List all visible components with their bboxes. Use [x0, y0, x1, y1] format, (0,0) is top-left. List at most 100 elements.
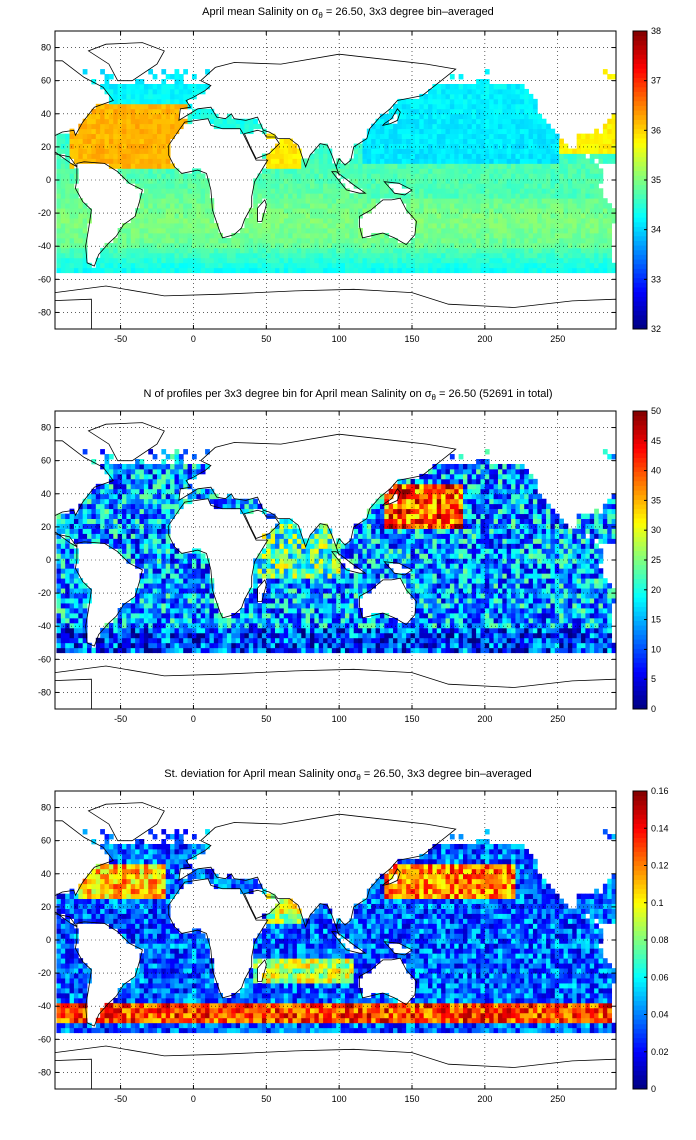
data-cell	[323, 247, 328, 254]
data-cell	[585, 143, 591, 149]
data-cell	[126, 498, 132, 505]
data-cell	[275, 528, 280, 534]
data-cell	[200, 568, 206, 574]
data-cell	[135, 558, 140, 564]
data-cell	[65, 188, 70, 194]
data-cell	[148, 598, 154, 604]
data-cell	[519, 153, 525, 159]
data-cell	[524, 262, 529, 269]
data-cell	[607, 143, 613, 149]
data-cell	[161, 593, 167, 599]
data-cell	[87, 262, 92, 269]
data-cell	[56, 237, 62, 244]
data-cell	[336, 208, 341, 214]
data-cell	[191, 573, 197, 579]
data-cell	[594, 188, 599, 194]
data-cell	[497, 193, 503, 199]
coastline	[87, 42, 165, 82]
data-cell	[318, 228, 324, 234]
data-cell	[218, 262, 223, 269]
data-cell	[449, 93, 455, 100]
data-cell	[454, 123, 460, 130]
data-cell	[471, 133, 477, 140]
data-cell	[458, 83, 464, 90]
data-cell	[314, 213, 320, 219]
data-cell	[375, 257, 381, 264]
data-cell	[143, 468, 149, 475]
data-cell	[270, 538, 276, 544]
data-cell	[358, 232, 363, 239]
data-cell	[60, 262, 66, 269]
data-cell	[528, 163, 534, 169]
data-cell	[235, 262, 241, 269]
data-cell	[126, 488, 132, 495]
data-cell	[436, 143, 442, 149]
data-cell	[414, 247, 420, 254]
data-cell	[117, 622, 123, 629]
data-cell	[550, 198, 556, 204]
data-cell	[445, 232, 451, 239]
data-cell	[454, 237, 460, 244]
data-cell	[73, 188, 79, 194]
data-cell	[187, 183, 193, 189]
data-cell	[253, 637, 258, 644]
data-cell	[209, 262, 215, 269]
data-cell	[266, 228, 272, 234]
data-cell	[419, 168, 425, 174]
data-cell	[611, 143, 617, 149]
data-cell	[130, 637, 136, 644]
data-cell	[366, 247, 372, 254]
data-cell	[454, 178, 460, 184]
data-cell	[266, 188, 272, 194]
data-cell	[441, 103, 446, 110]
data-cell	[318, 148, 324, 154]
data-cell	[554, 247, 560, 254]
data-cell	[130, 632, 136, 639]
data-cell	[196, 593, 202, 599]
data-cell	[257, 228, 263, 234]
data-cell	[157, 267, 162, 274]
data-cell	[205, 247, 210, 254]
data-cell	[458, 123, 464, 130]
data-cell	[161, 93, 167, 100]
data-cell	[108, 153, 114, 159]
data-cell	[607, 158, 613, 164]
data-cell	[148, 143, 154, 149]
data-cell	[423, 223, 429, 229]
data-cell	[65, 193, 70, 199]
data-cell	[511, 262, 516, 269]
data-cell	[445, 198, 451, 204]
data-cell	[139, 523, 145, 529]
data-cell	[410, 237, 416, 244]
data-cell	[165, 538, 171, 544]
data-cell	[594, 138, 599, 144]
data-cell	[165, 478, 171, 485]
data-cell	[148, 88, 154, 95]
data-cell	[178, 223, 184, 229]
data-cell	[108, 503, 114, 510]
data-cell	[572, 247, 578, 254]
data-cell	[458, 118, 464, 125]
data-cell	[113, 533, 119, 539]
data-cell	[310, 218, 315, 224]
data-cell	[331, 262, 337, 269]
data-cell	[458, 103, 464, 110]
data-cell	[113, 463, 119, 470]
data-cell	[484, 183, 490, 189]
data-cell	[178, 213, 184, 219]
data-cell	[406, 183, 411, 189]
data-cell	[532, 203, 538, 209]
data-cell	[117, 123, 123, 130]
data-cell	[104, 508, 110, 515]
data-cell	[323, 252, 328, 259]
data-cell	[148, 178, 154, 184]
data-cell	[240, 232, 245, 239]
data-cell	[104, 108, 110, 115]
data-cell	[148, 193, 154, 199]
data-cell	[130, 228, 136, 234]
data-cell	[401, 247, 407, 254]
data-cell	[143, 603, 149, 609]
data-cell	[480, 128, 486, 135]
data-cell	[305, 247, 311, 254]
data-cell	[82, 218, 88, 224]
